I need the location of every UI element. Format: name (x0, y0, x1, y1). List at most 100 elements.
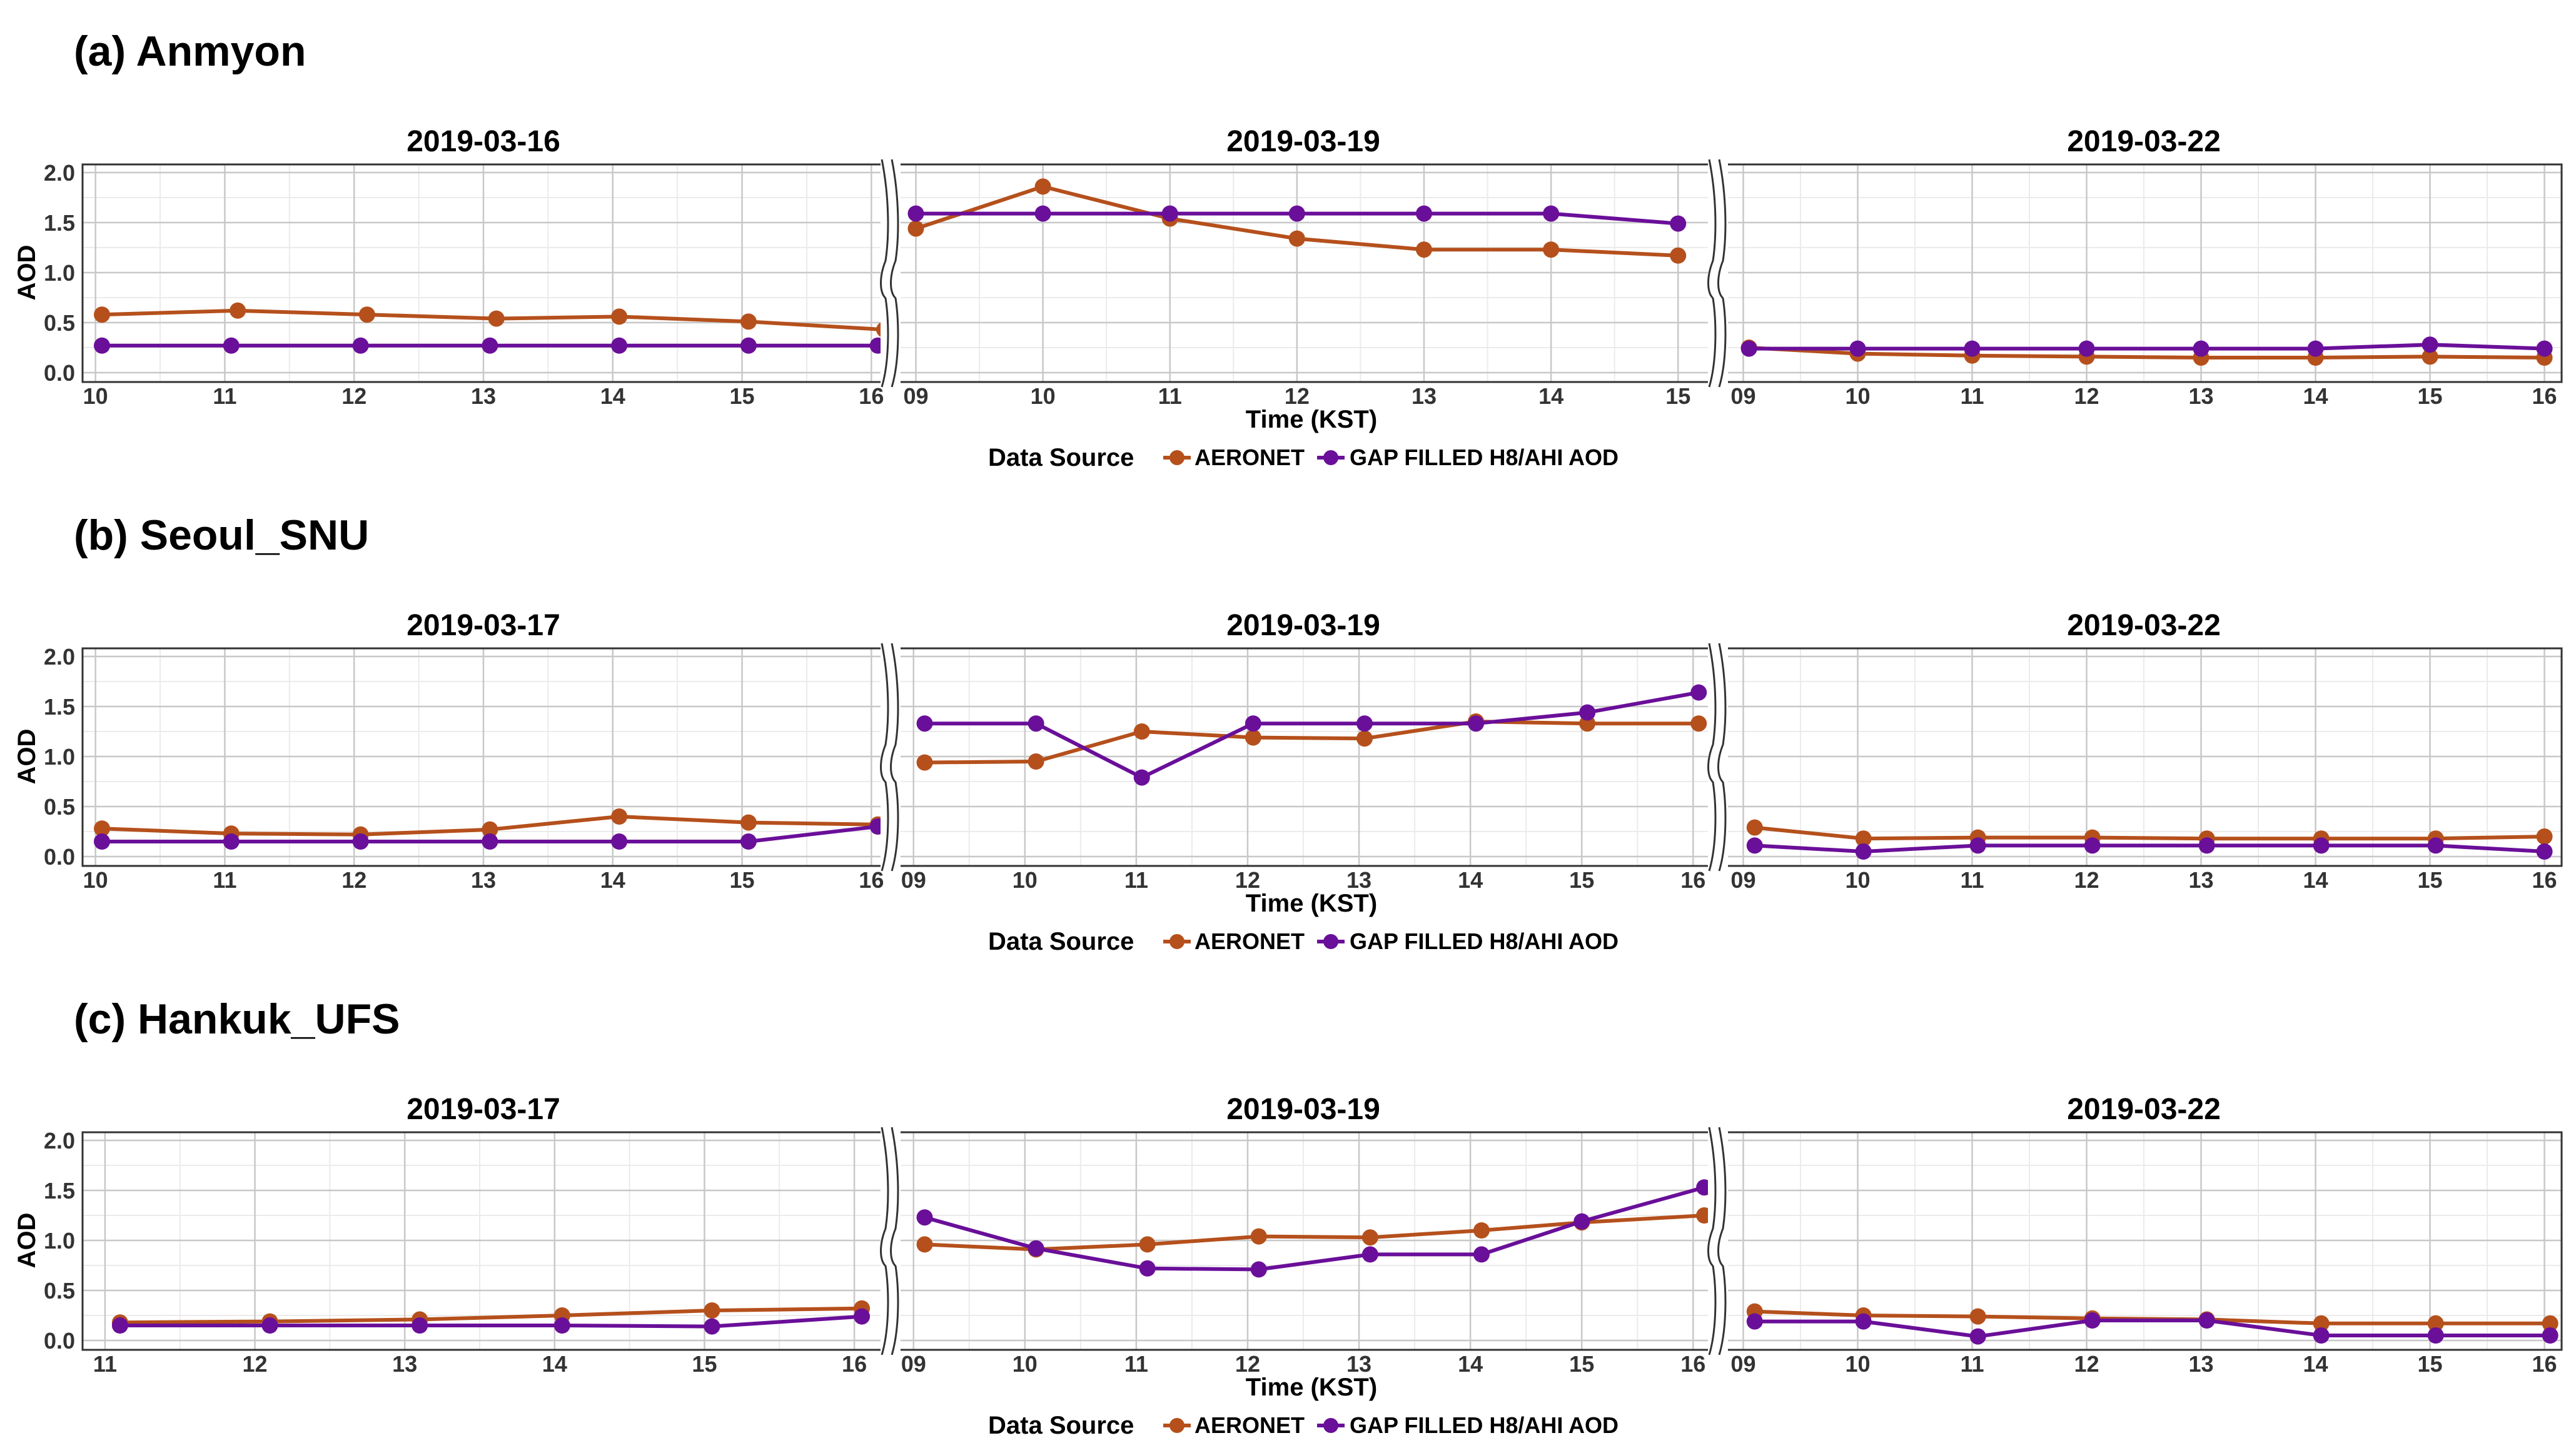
data-point-h8-ahi (2427, 1327, 2444, 1344)
data-point-h8-ahi (2193, 340, 2210, 357)
data-point-h8-ahi (2427, 837, 2444, 854)
x-tick-label: 14 (2303, 383, 2328, 409)
data-point-aeronet (230, 302, 246, 319)
chart-section-3: (c) Hankuk_UFSAOD0.00.51.01.52.02019-03-… (13, 995, 2563, 1439)
data-point-h8-ahi (1245, 715, 1261, 732)
data-point-aeronet (1855, 830, 1872, 847)
x-tick-label: 16 (859, 383, 884, 409)
y-tick-label: 0.0 (44, 360, 75, 386)
data-point-h8-ahi (2536, 340, 2553, 357)
y-tick-label: 1.0 (44, 1228, 75, 1254)
data-point-h8-ahi (1028, 1240, 1044, 1257)
data-point-h8-ahi (1746, 1313, 1763, 1330)
axis-break-mark (1717, 1127, 1727, 1355)
y-tick-label: 1.5 (44, 210, 75, 236)
data-point-h8-ahi (94, 337, 111, 354)
series-line-aeronet (1749, 346, 2545, 359)
y-axis-label: AOD (13, 1213, 41, 1269)
panel-title: 2019-03-19 (1226, 125, 1380, 158)
x-tick-label: 14 (2303, 1351, 2328, 1377)
y-tick-label: 1.0 (44, 260, 75, 286)
x-tick-label: 13 (2188, 1351, 2213, 1377)
axis-break-mark (1707, 1127, 1717, 1355)
data-point-h8-ahi (1288, 205, 1305, 222)
data-point-h8-ahi (1969, 837, 1986, 854)
legend-marker-aeronet (1169, 1418, 1184, 1433)
y-tick-label: 2.0 (44, 1128, 75, 1154)
data-point-h8-ahi (111, 1317, 128, 1334)
x-tick-label: 12 (2074, 383, 2099, 409)
data-point-h8-ahi (2084, 1312, 2101, 1329)
data-point-aeronet (94, 820, 111, 837)
y-tick-label: 1.0 (44, 744, 75, 770)
data-point-h8-ahi (2422, 336, 2438, 353)
data-point-aeronet (94, 306, 111, 323)
y-tick-label: 0.5 (44, 1278, 75, 1304)
panel-2019-03-16: 2019-03-16 10 11 12 13 14 15 16 (81, 125, 892, 409)
x-tick-label: 13 (1412, 383, 1437, 409)
x-tick-label: 15 (730, 867, 755, 893)
x-tick-label: 15 (692, 1351, 717, 1377)
x-tick-label: 14 (600, 867, 625, 893)
data-point-aeronet (1356, 730, 1373, 747)
data-point-h8-ahi (2084, 837, 2101, 854)
data-point-aeronet (1034, 178, 1051, 195)
legend-label: GAP FILLED H8/AHI AOD (1350, 445, 1619, 470)
panel-2019-03-22: 2019-03-22 09 10 11 12 13 14 15 16 (1725, 125, 2563, 409)
series-line-h8-ahi (119, 1314, 862, 1329)
axis-break-mark (1707, 643, 1717, 872)
panel-2019-03-17: 2019-03-17 11 12 13 14 15 16 (81, 1093, 886, 1377)
x-tick-label: 12 (341, 383, 366, 409)
x-tick-label: 09 (901, 1351, 926, 1377)
panel-2019-03-17: 2019-03-17 10 11 12 13 14 15 16 (81, 609, 886, 893)
series-line-h8-ahi (1754, 1319, 2550, 1339)
x-tick-label: 14 (1458, 867, 1483, 893)
x-tick-label: 15 (730, 383, 755, 409)
data-point-h8-ahi (1468, 715, 1485, 732)
x-tick-label: 10 (1845, 867, 1870, 893)
legend-label: GAP FILLED H8/AHI AOD (1350, 1412, 1619, 1438)
x-tick-label: 10 (83, 867, 108, 893)
x-tick-label: 15 (2418, 867, 2443, 893)
x-tick-label: 10 (1013, 1351, 1038, 1377)
x-tick-label: 15 (1569, 1351, 1594, 1377)
y-axis-label: AOD (13, 729, 41, 785)
x-tick-label: 12 (2074, 867, 2099, 893)
y-axis-label: AOD (13, 245, 41, 301)
data-point-h8-ahi (412, 1317, 428, 1334)
y-tick-label: 0.5 (44, 310, 75, 336)
data-point-h8-ahi (352, 833, 369, 850)
data-point-h8-ahi (1855, 843, 1872, 860)
panel-2019-03-22: 2019-03-22 09 10 11 12 13 14 15 16 (1725, 609, 2563, 893)
data-point-h8-ahi (1473, 1246, 1490, 1263)
x-tick-label: 12 (1285, 383, 1310, 409)
data-point-aeronet (1288, 230, 1305, 247)
data-point-h8-ahi (1964, 340, 1981, 357)
data-point-h8-ahi (1690, 684, 1707, 701)
series-line-aeronet (119, 1306, 862, 1325)
data-point-h8-ahi (2536, 843, 2553, 860)
x-tick-label: 10 (1013, 867, 1038, 893)
data-point-h8-ahi (1855, 1313, 1872, 1330)
data-point-aeronet (482, 821, 498, 838)
data-point-h8-ahi (1849, 340, 1866, 357)
x-tick-label: 13 (1346, 1351, 1371, 1377)
legend-label: GAP FILLED H8/AHI AOD (1350, 928, 1619, 954)
data-point-h8-ahi (261, 1317, 278, 1334)
x-tick-label: 09 (1730, 383, 1755, 409)
data-point-aeronet (740, 313, 757, 330)
legend: Data Source AERONET GAP FILLED H8/AHI AOD (988, 1412, 1619, 1439)
data-point-h8-ahi (2198, 1312, 2215, 1329)
data-point-h8-ahi (2542, 1327, 2558, 1344)
x-tick-label: 12 (243, 1351, 268, 1377)
data-point-aeronet (488, 310, 505, 327)
data-point-h8-ahi (1579, 704, 1596, 721)
x-tick-label: 16 (2532, 867, 2557, 893)
x-tick-label: 11 (213, 383, 236, 409)
panel-2019-03-22: 2019-03-22 09 10 11 12 13 14 15 16 (1725, 1093, 2563, 1377)
data-point-h8-ahi (2078, 340, 2095, 357)
panel-2019-03-19: 2019-03-19 09 10 11 12 13 14 15 16 (896, 609, 1711, 893)
x-tick-label: 14 (2303, 867, 2328, 893)
panel-2019-03-19: 2019-03-19 09 10 11 12 13 14 15 16 (896, 1093, 1713, 1377)
x-tick-label: 13 (471, 867, 496, 893)
